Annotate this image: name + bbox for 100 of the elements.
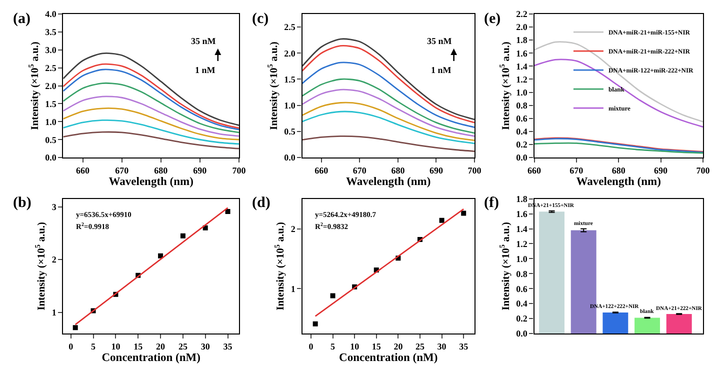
line-series	[302, 102, 474, 142]
y-tick-label: 0.8	[516, 268, 528, 279]
y-tick-label: 1.0	[516, 87, 528, 98]
point	[330, 293, 336, 298]
point	[72, 325, 78, 330]
line-series	[534, 41, 703, 122]
line-series	[63, 52, 239, 126]
x-tick-label: 30	[437, 341, 447, 352]
y-tick-label: 0.2	[516, 140, 528, 150]
chart-title: (d)	[252, 195, 270, 211]
bar	[539, 212, 564, 334]
y-tick-label: 1.5	[45, 98, 57, 109]
line-series	[63, 108, 239, 140]
y-tick-label: 0.0	[284, 152, 296, 163]
x-axis-title: Wavelength (nm)	[346, 176, 431, 188]
x-tick-label: 700	[468, 165, 482, 176]
line-series	[63, 131, 239, 150]
line-series	[302, 78, 474, 134]
x-tick-label: 15	[372, 341, 382, 352]
point	[225, 209, 230, 214]
chart-title: (f)	[484, 195, 499, 211]
x-tick-label: 5	[330, 341, 336, 352]
annotation: 35 nM	[427, 36, 452, 46]
x-tick-label: 0	[68, 341, 74, 352]
y-tick-label: 1.5	[284, 74, 296, 84]
point	[312, 321, 318, 326]
y-tick-label: 2.0	[516, 22, 528, 32]
x-tick-label: 680	[154, 165, 168, 176]
x-tick-label: 35	[223, 341, 233, 352]
line-series	[534, 142, 703, 154]
y-tick-label: 2.0	[284, 48, 296, 58]
x-tick-label: 20	[156, 341, 166, 352]
chart-title: (b)	[13, 195, 32, 211]
x-tick-label: 670	[115, 165, 130, 176]
y-tick-label: 4.0	[45, 9, 57, 20]
x-tick-label: 700	[232, 165, 246, 176]
point	[158, 253, 164, 258]
x-tick-label: 690	[654, 165, 668, 176]
x-tick-label: 700	[696, 165, 710, 176]
x-tick-label: 660	[528, 165, 542, 176]
y-tick-label: 1.0	[284, 100, 296, 111]
y-tick-label: 2.2	[516, 9, 528, 20]
line-series	[63, 82, 239, 134]
y-tick-label: 1.8	[516, 194, 528, 204]
y-tick-label: 3.5	[45, 27, 57, 38]
y-tick-label: 1.4	[516, 224, 528, 234]
y-tick-label: 2.5	[284, 22, 296, 32]
line-series	[534, 58, 703, 128]
y-tick-label: 1.2	[516, 238, 528, 249]
point	[180, 233, 186, 238]
line-series	[63, 119, 239, 145]
y-tick-label: 2.5	[45, 62, 57, 73]
x-tick-label: 0	[308, 341, 314, 352]
x-tick-label: 30	[200, 341, 210, 352]
y-tick-label: 0.0	[516, 328, 528, 339]
y-tick-label: 1.0	[516, 254, 528, 264]
line-series	[302, 88, 474, 137]
x-tick-label: 20	[394, 341, 404, 352]
y-tick-label: 2	[52, 254, 57, 265]
x-tick-label: 690	[429, 165, 444, 176]
chart-title: (e)	[484, 11, 501, 27]
y-tick-label: 0.6	[516, 284, 528, 294]
x-tick-label: 680	[391, 165, 406, 176]
chart-title: (a)	[13, 11, 30, 27]
point	[439, 218, 444, 223]
x-tick-label: 670	[352, 165, 367, 176]
y-tick-label: 1	[52, 308, 57, 318]
chart-title: (c)	[252, 11, 269, 27]
line-series	[302, 110, 474, 144]
x-axis-title: Wavelength (nm)	[108, 176, 194, 188]
y-tick-label: 1	[290, 284, 296, 294]
y-tick-label: 1.8	[516, 35, 528, 46]
x-axis-title: Concentration (nM)	[102, 352, 201, 364]
x-tick-label: 670	[570, 165, 584, 176]
line-series	[302, 62, 474, 128]
bar	[602, 312, 628, 334]
y-tick-label: 0.5	[284, 126, 296, 137]
y-tick-label: 3	[52, 202, 57, 212]
x-tick-label: 10	[111, 341, 121, 352]
bar	[666, 314, 692, 334]
x-tick-label: 15	[134, 341, 144, 352]
y-tick-label: 0.5	[45, 134, 57, 145]
x-tick-label: 680	[612, 165, 626, 176]
y-tick-label: 0.2	[516, 314, 528, 324]
x-tick-label: 5	[91, 341, 96, 352]
y-tick-label: 0.0	[45, 152, 57, 163]
bar	[634, 318, 660, 334]
point	[461, 210, 466, 216]
y-tick-label: 2	[290, 224, 296, 234]
x-tick-label: 690	[193, 165, 208, 176]
x-tick-label: 35	[459, 341, 469, 352]
x-axis-title: Wavelength (nm)	[576, 176, 662, 188]
x-tick-label: 25	[178, 341, 188, 352]
annotation: 1 nM	[431, 65, 452, 75]
y-tick-label: 3.0	[45, 45, 57, 56]
y-tick-label: 1.2	[516, 74, 528, 84]
y-tick-label: 0.6	[516, 114, 528, 124]
y-tick-label: 0.4	[516, 126, 528, 137]
y-tick-label: 1.6	[516, 208, 528, 219]
y-tick-label: 1.0	[45, 116, 57, 127]
